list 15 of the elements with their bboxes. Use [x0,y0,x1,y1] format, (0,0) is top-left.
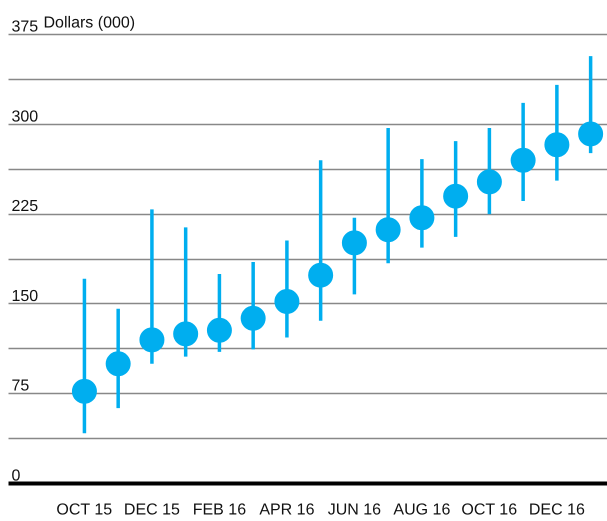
x-tick-label: DEC 16 [528,502,585,518]
y-tick-label: 0 [12,468,20,484]
y-tick-label: 150 [12,288,38,305]
x-tick-label: OCT 16 [461,502,518,518]
y-tick-label: 375 [12,18,38,36]
x-tick-label: OCT 15 [56,502,112,518]
y-axis-title: Dollars (000) [44,14,136,32]
x-tick-label: APR 16 [259,502,315,518]
y-tick-label: 225 [12,198,38,216]
x-tick-label: FEB 16 [192,502,246,518]
x-tick-label: AUG 16 [393,502,450,518]
x-tick-label: JUN 16 [328,502,382,518]
y-tick-label: 300 [12,108,38,126]
x-tick-label: DEC 15 [124,502,180,518]
y-tick-label: 75 [12,378,30,395]
